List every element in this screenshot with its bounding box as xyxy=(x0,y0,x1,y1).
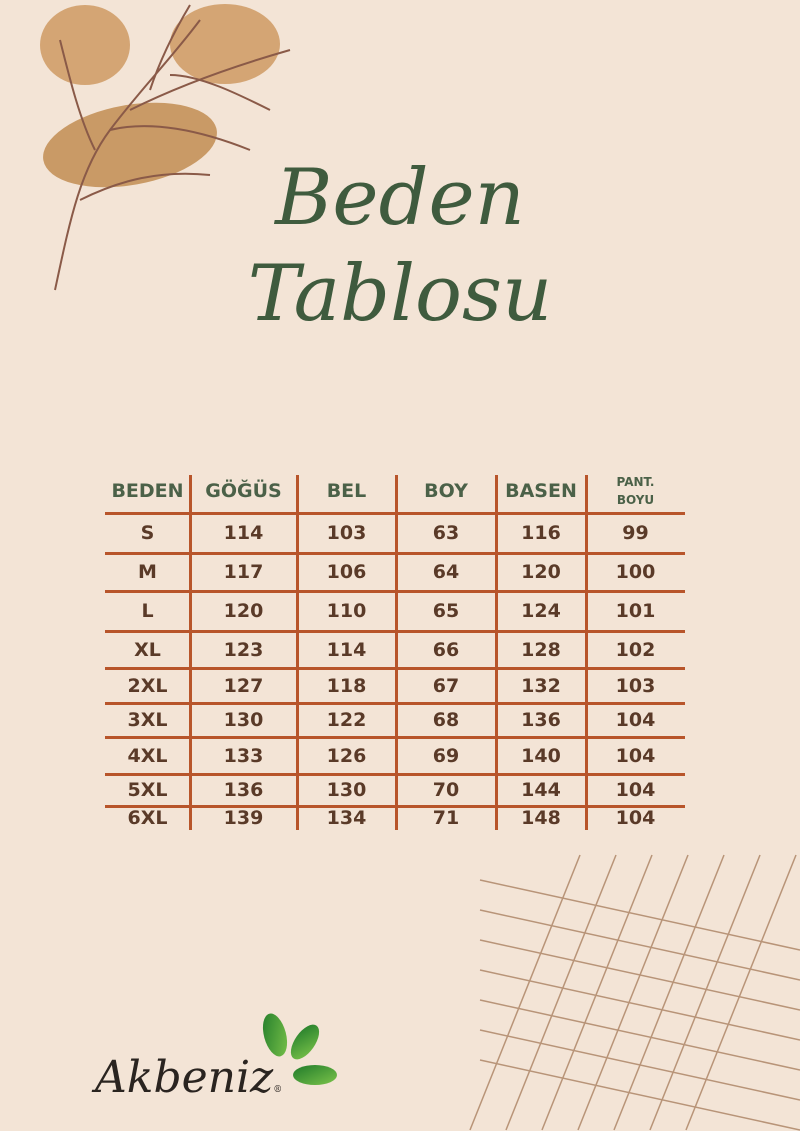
grid-line xyxy=(479,1029,800,1101)
row-divider xyxy=(105,667,685,670)
row-divider xyxy=(105,702,685,705)
measurement-cell: 126 xyxy=(326,744,367,767)
measurement-cell: 106 xyxy=(326,561,367,583)
measurement-cell: 67 xyxy=(432,674,460,697)
measurement-cell: 133 xyxy=(223,744,264,767)
measurement-cell: 140 xyxy=(521,744,561,767)
measurement-cell: 123 xyxy=(223,638,264,661)
row-divider xyxy=(105,805,685,808)
measurement-cell: 144 xyxy=(521,779,561,801)
size-label: XL xyxy=(134,638,161,661)
size-table: BEDEN GÖĞÜS BEL BOY BASEN PANT. BOYU S 114 103 63… xyxy=(105,470,690,830)
measurement-cell: 66 xyxy=(432,638,460,661)
measurement-cell: 114 xyxy=(326,638,367,661)
measurement-cell: 103 xyxy=(615,674,656,697)
measurement-cell: 120 xyxy=(521,561,561,583)
brand-logo-leaves-icon xyxy=(262,1013,337,1085)
measurement-cell: 68 xyxy=(432,709,460,731)
measurement-cell: 120 xyxy=(223,600,264,622)
registered-mark: ® xyxy=(273,1085,283,1095)
measurement-cell: 114 xyxy=(223,522,264,544)
size-label: S xyxy=(140,522,155,544)
grid-line xyxy=(479,879,800,951)
measurement-cell: 116 xyxy=(521,522,561,544)
column-header: BEDEN xyxy=(111,480,184,502)
column-divider xyxy=(395,475,398,830)
measurement-cell: 101 xyxy=(615,600,656,622)
grid-line xyxy=(649,854,761,1131)
measurement-cell: 70 xyxy=(432,779,460,801)
measurement-cell: 104 xyxy=(615,779,656,801)
measurement-cell: 63 xyxy=(432,522,460,544)
measurement-cell: 130 xyxy=(326,779,367,801)
grid-line xyxy=(613,854,725,1131)
title-line-2: Tablosu xyxy=(247,249,553,339)
measurement-cell: 128 xyxy=(521,638,561,661)
measurement-cell: 148 xyxy=(521,807,561,829)
measurement-cell: 118 xyxy=(326,674,367,697)
measurement-cell: 104 xyxy=(615,709,656,731)
column-header: BASEN xyxy=(505,480,577,502)
measurement-cell: 104 xyxy=(615,744,656,767)
grid-decoration xyxy=(469,854,800,1131)
measurement-cell: 139 xyxy=(223,807,264,829)
title-line-1: Beden xyxy=(275,153,525,243)
measurement-cell: 99 xyxy=(622,522,649,544)
grid-line xyxy=(685,854,797,1131)
grid-line xyxy=(479,999,800,1071)
column-divider xyxy=(189,475,192,830)
column-header: PANT. BOYU xyxy=(616,475,655,507)
measurement-cell: 122 xyxy=(326,709,367,731)
grid-line xyxy=(541,854,653,1131)
measurement-cell: 136 xyxy=(521,709,561,731)
column-header: BOY xyxy=(424,480,468,502)
row-divider xyxy=(105,630,685,633)
botanical-decoration xyxy=(40,4,291,291)
row-divider xyxy=(105,736,685,739)
measurement-cell: 103 xyxy=(326,522,367,544)
size-label: 2XL xyxy=(127,674,168,697)
size-label: L xyxy=(141,600,154,622)
row-divider xyxy=(105,512,685,515)
column-header: GÖĞÜS xyxy=(205,480,282,502)
measurement-cell: 64 xyxy=(432,561,460,583)
measurement-cell: 132 xyxy=(521,674,561,697)
measurement-cell: 127 xyxy=(223,674,264,697)
column-divider xyxy=(296,475,299,830)
measurement-cell: 102 xyxy=(615,638,656,661)
measurement-cell: 110 xyxy=(326,600,367,622)
brand-logo: Akbeniz® xyxy=(95,1050,282,1118)
logo-text: Akbeniz xyxy=(95,1052,274,1103)
column-header: BEL xyxy=(326,480,367,502)
size-label: 5XL xyxy=(127,779,168,801)
row-divider xyxy=(105,552,685,555)
size-label: 3XL xyxy=(127,709,168,731)
size-label: 4XL xyxy=(127,744,168,767)
size-label: M xyxy=(138,561,157,583)
measurement-cell: 130 xyxy=(223,709,264,731)
measurement-cell: 117 xyxy=(223,561,264,583)
row-divider xyxy=(105,773,685,776)
size-label: 6XL xyxy=(127,807,168,829)
grid-line xyxy=(505,854,617,1131)
measurement-cell: 134 xyxy=(326,807,367,829)
grid-line xyxy=(479,969,800,1041)
column-divider xyxy=(495,475,498,830)
measurement-cell: 65 xyxy=(432,600,460,622)
measurement-cell: 69 xyxy=(432,744,460,767)
measurement-cell: 71 xyxy=(432,807,460,829)
row-divider xyxy=(105,590,685,593)
page-title: Beden Tablosu xyxy=(0,150,800,342)
measurement-cell: 124 xyxy=(521,600,561,622)
measurement-cell: 104 xyxy=(615,807,656,829)
grid-line xyxy=(577,854,689,1131)
grid-line xyxy=(479,1059,800,1131)
measurement-cell: 100 xyxy=(615,561,656,583)
grid-line xyxy=(469,854,581,1131)
grid-line xyxy=(479,939,800,1011)
column-divider xyxy=(585,475,588,830)
grid-line xyxy=(479,909,800,981)
measurement-cell: 136 xyxy=(223,779,264,801)
